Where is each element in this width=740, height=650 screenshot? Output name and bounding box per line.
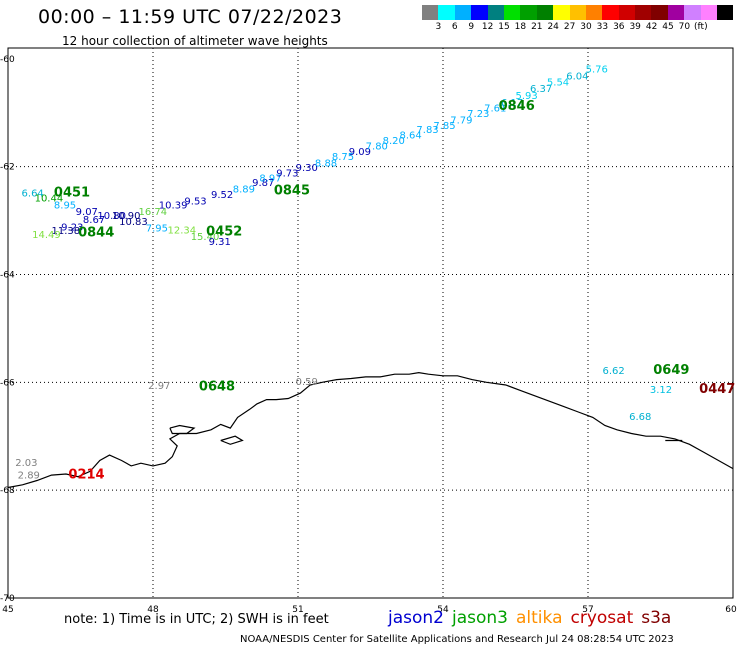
antarctic-coastline — [8, 373, 733, 488]
lon-tick-label: 60 — [725, 605, 737, 615]
pass-time-label: 0844 — [78, 226, 114, 241]
credit-line: NOAA/NESDIS Center for Satellite Applica… — [240, 634, 674, 645]
coastline — [8, 373, 733, 488]
wave-height-value: 7.95 — [146, 223, 168, 234]
legend-cryosat: cryosat — [571, 608, 634, 628]
pass-time-label: 0845 — [274, 184, 310, 199]
pass-time-label: 0447 — [699, 382, 735, 397]
wave-height-value: 3.12 — [650, 385, 672, 396]
lat-tick-label: -70 — [0, 594, 15, 604]
axis-tick-labels: 45 48 51 54 57 60 -60 -62 -64 -66 -68 -70 — [0, 55, 737, 615]
map-frame — [8, 48, 733, 598]
lat-tick-label: -68 — [0, 486, 15, 496]
lat-tick-label: -64 — [0, 270, 15, 280]
wave-height-value: 8.67 — [83, 215, 105, 226]
legend-s3a: s3a — [641, 608, 671, 628]
wave-height-value: 6.68 — [629, 412, 651, 423]
wave-height-value: 6.62 — [603, 366, 625, 377]
wave-height-value: 8.95 — [54, 201, 76, 212]
satellite-legend: jason2 jason3 altika cryosat s3a — [388, 608, 679, 628]
wave-height-value: 2.97 — [148, 381, 170, 392]
wave-height-value: 9.52 — [211, 190, 233, 201]
lat-tick-label: -62 — [0, 163, 15, 173]
pass-time-label: 0648 — [199, 379, 235, 394]
island-outline — [221, 436, 243, 444]
legend-jason2: jason2 — [388, 608, 444, 628]
wave-height-value: 10.83 — [119, 217, 148, 228]
pass-time-label: 0649 — [653, 363, 689, 378]
island-outline — [170, 426, 194, 434]
wave-height-value: 0.59 — [296, 377, 318, 388]
wave-height-value: 14.49 — [32, 230, 61, 241]
pass-time-label: 0451 — [54, 185, 90, 200]
wave-height-value: 2.89 — [18, 470, 40, 481]
legend-altika: altika — [516, 608, 563, 628]
lat-tick-label: -66 — [0, 378, 15, 388]
wave-height-value: 10.39 — [159, 201, 188, 212]
wave-height-value: 5.76 — [586, 64, 608, 75]
lon-tick-label: 45 — [2, 605, 13, 615]
wave-height-value: 2.03 — [15, 458, 37, 469]
time-labels-layer: 0451 0844 0845 0452 0846 0648 0649 0447 0214 — [54, 99, 735, 482]
legend-jason3: jason3 — [452, 608, 508, 628]
pass-time-label: 0846 — [499, 99, 535, 114]
lat-lon-grid — [8, 48, 733, 598]
pass-time-label: 0214 — [68, 467, 104, 482]
pass-time-label: 0452 — [206, 225, 242, 240]
footnote: note: 1) Time is in UTC; 2) SWH is in fe… — [64, 612, 329, 627]
wave-height-map: 45 48 51 54 57 60-60-62-64-66-68-70 6.6410.44… — [0, 0, 740, 650]
lat-tick-label: -60 — [0, 55, 15, 65]
wave-height-value: 9.53 — [184, 196, 206, 207]
